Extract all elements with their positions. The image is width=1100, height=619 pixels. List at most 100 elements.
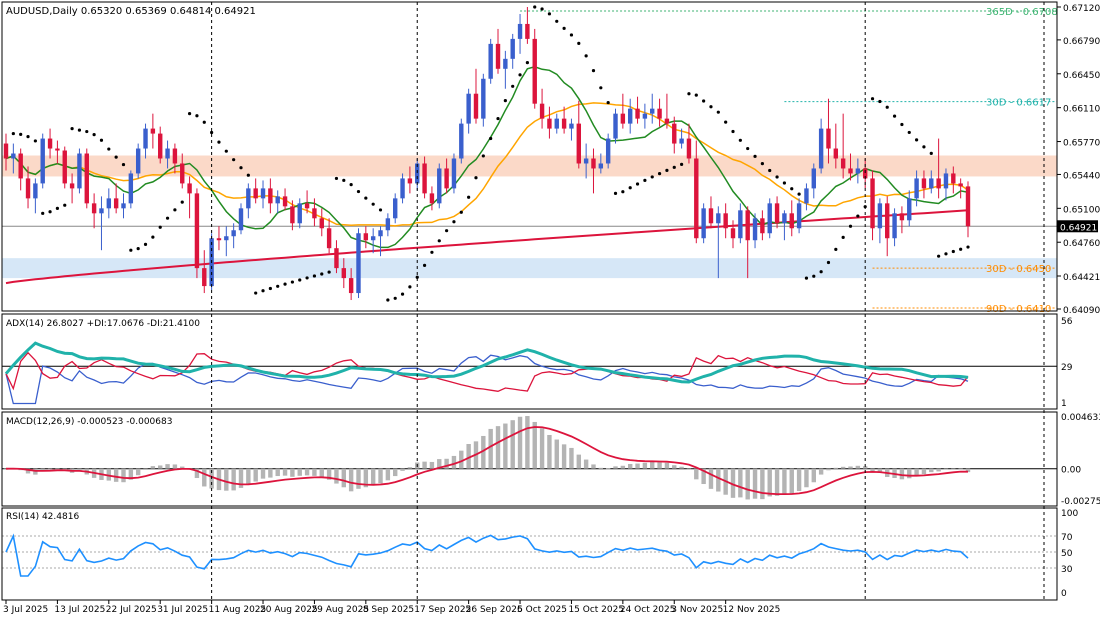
- sar-dot-105: [775, 175, 779, 179]
- price-tick-label-5: 0.65440: [1063, 171, 1100, 181]
- candle-body-47: [348, 278, 354, 294]
- ma-slow-line: [5, 209, 969, 285]
- candle-74: [547, 106, 552, 139]
- sar-dot-66: [489, 136, 493, 141]
- macd-bar-80: [591, 464, 596, 469]
- candle-body-82: [605, 138, 611, 164]
- candle-24: [180, 153, 185, 189]
- sar-dot-71: [525, 61, 529, 65]
- macd-bar-16: [121, 468, 126, 483]
- sar-dot-9: [70, 126, 74, 131]
- candle-124: [914, 170, 919, 207]
- candle-body-129: [951, 173, 956, 184]
- macd-bar-94: [694, 468, 699, 480]
- candle-body-70: [517, 23, 523, 39]
- rsi-tick-0: 100: [1061, 509, 1078, 519]
- candle-body-5: [40, 138, 45, 184]
- candle-body-94: [694, 158, 699, 239]
- macd-bar-42: [312, 468, 317, 476]
- candle-17: [128, 170, 134, 209]
- sar-dot-18: [136, 247, 140, 251]
- candle-69: [510, 33, 515, 69]
- candle-body-78: [576, 123, 581, 164]
- macd-bar-32: [238, 468, 244, 488]
- candle-body-31: [231, 230, 236, 237]
- candle-78: [576, 100, 581, 169]
- candle-body-37: [275, 196, 280, 204]
- candle-90: [664, 93, 670, 129]
- macd-bar-90: [664, 462, 670, 469]
- candle-126: [929, 170, 934, 194]
- candle-8: [62, 146, 67, 189]
- macd-bar-38: [282, 468, 288, 476]
- sar-dot-10: [77, 128, 82, 132]
- sar-dot-130: [959, 247, 963, 251]
- candle-87: [642, 103, 648, 129]
- candle-body-107: [789, 213, 794, 229]
- macd-bar-81: [598, 467, 604, 469]
- macd-bar-116: [855, 465, 861, 469]
- macd-bar-129: [951, 468, 956, 470]
- candle-100: [738, 203, 743, 244]
- candle-body-57: [422, 163, 427, 194]
- sar-dot-61: [452, 220, 456, 224]
- candle-body-9: [69, 183, 75, 189]
- macd-bar-114: [840, 466, 846, 469]
- candle-body-26: [194, 193, 200, 269]
- sar-dot-97: [716, 110, 720, 114]
- sar-dot-48: [356, 189, 361, 194]
- macd-bar-35: [260, 468, 266, 479]
- candle-104: [767, 198, 772, 239]
- macd-bar-20: [150, 466, 156, 469]
- time-label-0: 3 Jul 2025: [3, 605, 48, 615]
- sar-dot-28: [210, 130, 214, 135]
- sar-dot-102: [753, 154, 757, 158]
- candle-body-36: [268, 188, 273, 204]
- sar-dot-104: [768, 168, 772, 173]
- candle-body-45: [334, 248, 339, 269]
- candle-112: [826, 98, 831, 164]
- price-tick-label-9: 0.64090: [1063, 306, 1100, 316]
- macd-bar-104: [767, 468, 772, 497]
- candle-127: [936, 138, 941, 199]
- macd-bar-3: [25, 468, 31, 474]
- sar-dot-23: [173, 208, 177, 212]
- candle-body-32: [238, 208, 244, 231]
- candle-65: [481, 73, 486, 127]
- candle-body-123: [907, 198, 912, 221]
- candle-76: [561, 106, 567, 134]
- sar-dot-109: [804, 276, 809, 280]
- candle-33: [246, 183, 251, 219]
- candle-body-50: [370, 236, 376, 241]
- candle-72: [532, 28, 537, 109]
- candle-body-41: [304, 203, 310, 209]
- sar-dot-64: [474, 176, 478, 180]
- macd-bar-117: [862, 466, 868, 469]
- macd-bar-31: [231, 468, 236, 491]
- candle-118: [870, 170, 875, 241]
- candle-body-69: [510, 38, 515, 59]
- candle-57: [422, 156, 427, 199]
- sar-dot-70: [518, 73, 522, 77]
- sar-dot-21: [158, 225, 162, 229]
- candle-body-48: [356, 233, 361, 294]
- candle-body-121: [892, 213, 897, 239]
- last-price-label: 0.64921: [1060, 223, 1097, 233]
- price-tick-label-2: 0.66450: [1063, 71, 1100, 81]
- macd-bar-106: [782, 468, 787, 495]
- candle-body-104: [767, 203, 772, 234]
- candle-86: [635, 96, 640, 124]
- macd-bar-21: [158, 465, 163, 469]
- price-tick-label-8: 0.64421: [1063, 273, 1100, 283]
- macd-bar-127: [936, 468, 941, 472]
- candle-body-105: [774, 203, 780, 224]
- candle-47: [348, 268, 354, 301]
- sar-dot-41: [305, 276, 309, 280]
- macd-bar-83: [613, 466, 618, 469]
- sar-dot-1: [11, 131, 15, 136]
- candle-116: [855, 158, 861, 184]
- candle-59: [437, 163, 442, 209]
- sar-dot-52: [386, 298, 390, 302]
- candle-body-21: [158, 133, 163, 159]
- macd-bar-73: [539, 428, 545, 469]
